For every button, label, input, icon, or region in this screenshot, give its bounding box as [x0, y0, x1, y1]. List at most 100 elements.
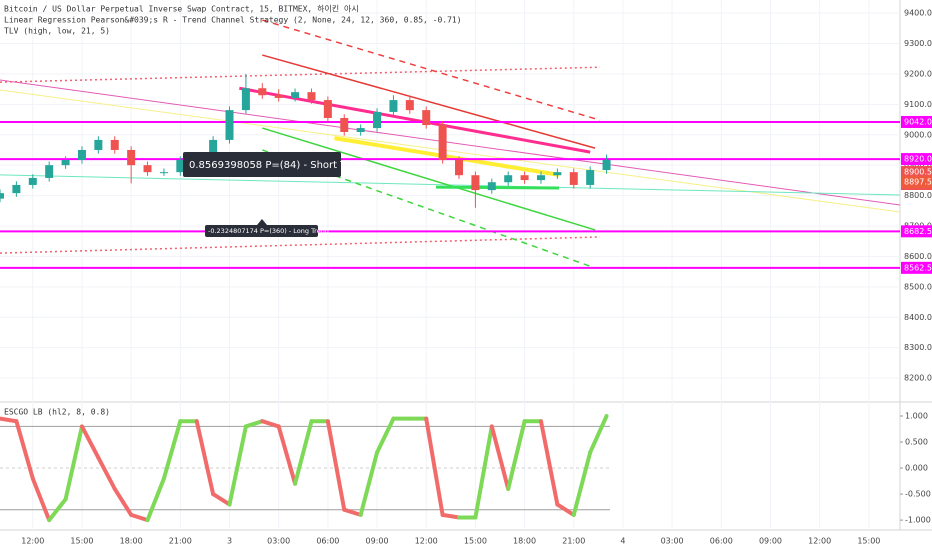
- candle-body: [438, 125, 447, 160]
- candle: [504, 171, 513, 186]
- price-label: 8562.5: [904, 263, 932, 272]
- annotation: 0.8569398058 P=(84) - Short Trend: [189, 160, 368, 171]
- candle: [536, 171, 545, 184]
- x-tick-label: 06:00: [710, 537, 733, 546]
- trend-line: [262, 127, 596, 231]
- y-tick-label: -0.500: [905, 490, 931, 499]
- candle: [455, 156, 464, 179]
- x-tick-label: 12:00: [415, 537, 438, 546]
- oscillator-segment: [227, 424, 248, 507]
- candle-body: [340, 118, 349, 133]
- trend-line: [436, 185, 560, 190]
- oscillator-segment: [194, 419, 216, 497]
- oscillator-segment: [358, 450, 380, 517]
- y-tick-label: 8600.0: [904, 252, 932, 261]
- oscillator-segment: [440, 512, 462, 520]
- legend-line: Linear Regression Pearson&#039;s R - Tre…: [4, 16, 462, 25]
- oscillator-segment: [538, 419, 560, 507]
- annotation-box: [183, 152, 341, 177]
- y-tick-label: 8200.0: [904, 374, 932, 383]
- oscillator-segment: [293, 419, 314, 486]
- annotation: -0.2324807174 P=(360) - Long Trend: [208, 227, 329, 235]
- candle: [602, 154, 611, 174]
- y-tick-label: 8300.0: [904, 343, 932, 352]
- candle-body: [291, 92, 300, 98]
- oscillator-segment: [211, 492, 232, 507]
- y-tick-label: -1.000: [905, 516, 931, 525]
- oscillator-segment: [506, 419, 527, 491]
- oscillator-segment: [555, 502, 576, 517]
- oscillator-segment: [473, 424, 494, 520]
- x-tick-label: 12:00: [808, 537, 831, 546]
- candle: [61, 156, 70, 169]
- oscillator-segment: [79, 424, 101, 460]
- candle-body: [241, 88, 250, 111]
- candle: [422, 106, 431, 129]
- candle-body: [323, 100, 332, 119]
- candle-body: [536, 175, 545, 181]
- trend-line: [262, 54, 596, 149]
- x-tick-label: 15:00: [464, 537, 487, 546]
- candle: [159, 168, 168, 176]
- y-tick-label: 9400.0: [904, 9, 932, 18]
- candle-body: [389, 100, 398, 112]
- oscillator-segment: [145, 476, 166, 523]
- oscillator-segment: [96, 455, 117, 491]
- candle: [241, 73, 250, 114]
- price-label-box: [901, 225, 932, 238]
- candle-body: [586, 170, 595, 185]
- candle: [389, 95, 398, 116]
- candle: [94, 136, 103, 154]
- candle-body: [422, 110, 431, 126]
- x-tick-label: 21:00: [562, 537, 585, 546]
- legend-line: Bitcoin / US Dollar Perpetual Inverse Sw…: [4, 4, 359, 14]
- annotation-box: [205, 225, 318, 237]
- candle-body: [504, 175, 513, 183]
- price-label: 8682.5: [904, 227, 932, 236]
- candle-body: [356, 128, 365, 133]
- candle-body: [143, 165, 152, 173]
- trend-line: [0, 236, 601, 254]
- candle: [323, 96, 332, 122]
- candle-body: [569, 172, 578, 185]
- candle: [487, 178, 496, 194]
- oscillator-segment: [489, 424, 511, 491]
- oscillator-segment: [129, 512, 150, 523]
- candle-body: [28, 177, 37, 185]
- candle-body: [77, 149, 86, 160]
- candle-body: [159, 172, 168, 174]
- candle-body: [110, 139, 119, 150]
- x-tick-label: 06:00: [316, 537, 339, 546]
- candle-body: [0, 193, 4, 199]
- annotation-pointer: [257, 219, 267, 225]
- candle-body: [127, 149, 136, 166]
- trend-line: [0, 66, 601, 83]
- price-label: 8897.5: [904, 177, 932, 186]
- candle: [0, 189, 4, 203]
- candle-body: [455, 160, 464, 176]
- candle-body: [61, 160, 70, 166]
- candle-body: [225, 110, 234, 140]
- candle: [258, 83, 267, 99]
- candle: [176, 156, 185, 176]
- price-label-box: [901, 153, 932, 166]
- y-tick-label: 8900.0: [904, 161, 932, 170]
- candle: [373, 108, 382, 132]
- candle: [110, 136, 119, 154]
- x-tick-label: 18:00: [120, 537, 143, 546]
- candle-body: [274, 95, 283, 98]
- price-label: 8900.5: [904, 168, 932, 177]
- y-tick-label: 8800.0: [904, 191, 932, 200]
- oscillator-segment: [243, 419, 265, 429]
- price-label: 8920.0: [904, 155, 932, 164]
- candle: [553, 168, 562, 179]
- oscillator-segment: [588, 414, 609, 455]
- candle-body: [602, 160, 611, 171]
- x-tick-label: 03:00: [661, 537, 684, 546]
- y-tick-label: 9300.0: [904, 39, 932, 48]
- x-tick-label: 15:00: [70, 537, 93, 546]
- candle-body: [520, 175, 529, 181]
- price-label-box: [901, 175, 932, 188]
- oscillator-segment: [571, 450, 593, 517]
